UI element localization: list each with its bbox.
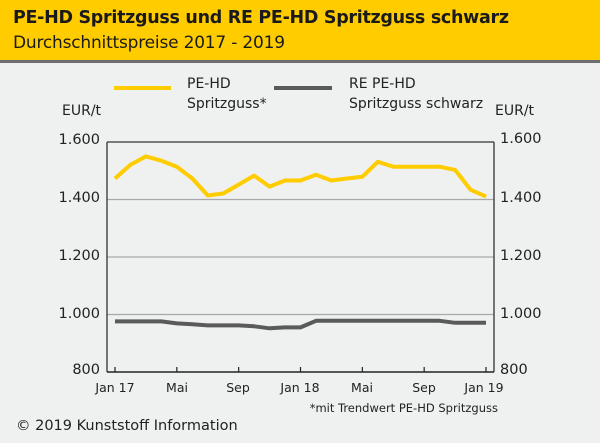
x-tick-label: Jan 17 <box>95 380 135 395</box>
y-tick-right-800: 800 <box>500 362 528 378</box>
y-tick-right-1200: 1.200 <box>500 248 542 264</box>
series-line-re-pe-hd <box>115 318 486 331</box>
legend-swatch-re-pe-hd <box>274 86 332 90</box>
series-line-pe-hd <box>113 154 487 199</box>
y-axis-unit-right: EUR/t <box>495 103 535 119</box>
x-tick-label: Mai <box>166 380 188 395</box>
y-tick-left-1600: 1.600 <box>58 132 100 148</box>
legend-pe-hd-line2: Spritzguss* <box>187 96 267 112</box>
y-axis-unit-left: EUR/t <box>62 103 102 119</box>
copyright: © 2019 Kunststoff Information <box>16 418 238 434</box>
legend-re-pe-hd-line2: Spritzguss schwarz <box>349 96 484 112</box>
x-tick-label: Jan 19 <box>464 380 504 395</box>
x-tick-label: Sep <box>226 380 250 395</box>
x-tick-label: Jan 18 <box>280 380 320 395</box>
legend-label-re-pe-hd: RE PE-HD Spritzguss schwarz <box>349 74 483 114</box>
y-tick-right-1400: 1.400 <box>500 190 542 206</box>
legend-re-pe-hd-line1: RE PE-HD <box>349 76 416 92</box>
x-tick-label: Mai <box>351 380 373 395</box>
y-tick-left-1400: 1.400 <box>58 190 100 206</box>
legend-pe-hd-line1: PE-HD <box>187 76 231 92</box>
footnote: *mit Trendwert PE-HD Spritzguss <box>309 401 498 415</box>
chart-title: PE-HD Spritzguss und RE PE-HD Spritzguss… <box>13 8 509 28</box>
y-tick-left-1200: 1.200 <box>58 248 100 264</box>
y-tick-left-1000: 1.000 <box>58 306 100 322</box>
chart-header: PE-HD Spritzguss und RE PE-HD Spritzguss… <box>0 0 600 63</box>
chart-subtitle: Durchschnittspreise 2017 - 2019 <box>13 33 285 53</box>
y-tick-right-1000: 1.000 <box>500 306 542 322</box>
y-tick-right-1600: 1.600 <box>500 131 542 147</box>
x-tick-label: Sep <box>412 380 436 395</box>
legend-swatch-pe-hd <box>114 86 171 90</box>
y-tick-left-800: 800 <box>72 362 100 378</box>
legend-label-pe-hd: PE-HD Spritzguss* <box>187 74 267 114</box>
